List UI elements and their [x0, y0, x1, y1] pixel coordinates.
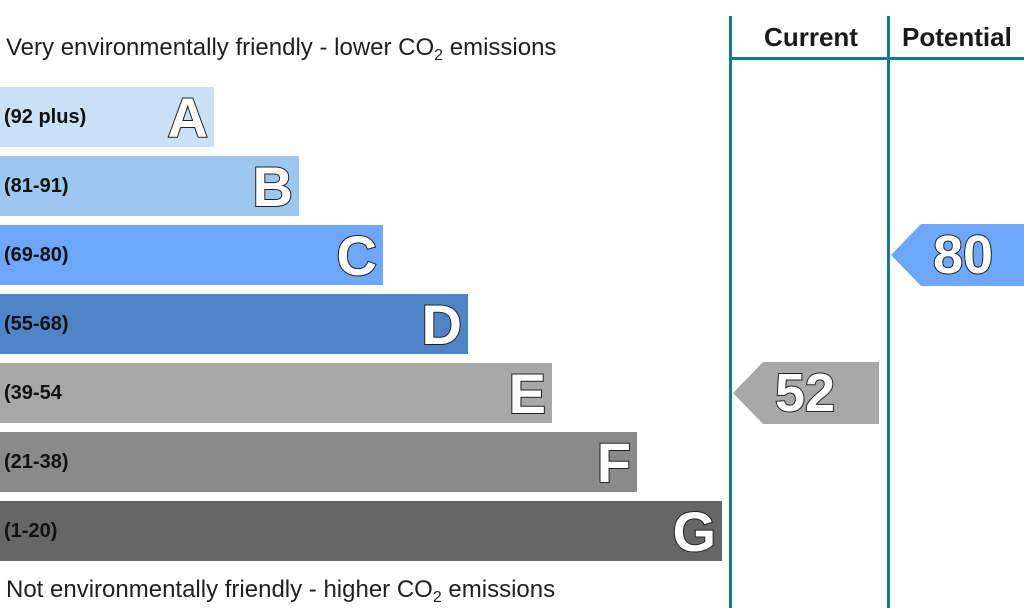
caption-top-text: Very environmentally friendly - lower CO — [6, 34, 435, 61]
caption-top-tail: emissions — [443, 34, 557, 61]
band-d: (55-68) D — [0, 293, 468, 357]
band-a-range: (92 plus) — [4, 106, 87, 128]
band-d-letter: D — [421, 293, 463, 357]
caption-bottom-subscript: 2 — [432, 589, 442, 606]
band-c: (69-80) C — [0, 224, 383, 288]
band-f-range: (21-38) — [4, 451, 69, 473]
caption-top: Very environmentally friendly - lower CO… — [6, 34, 557, 64]
potential-rating-arrow-fill — [891, 224, 1024, 286]
current-column-left-rule — [729, 16, 732, 608]
potential-rating-arrow: 80 — [891, 224, 1024, 286]
current-column-right-rule — [887, 16, 890, 608]
caption-bottom-tail: emissions — [441, 576, 556, 603]
band-b: (81-91) B — [0, 155, 299, 219]
current-rating-value: 52 — [774, 362, 836, 424]
band-f-letter: F — [596, 431, 632, 495]
caption-bottom: Not environmentally friendly - higher CO… — [6, 576, 556, 606]
current-rating-arrow: 52 — [733, 362, 879, 424]
band-d-range: (55-68) — [4, 313, 69, 335]
caption-bottom-text: Not environmentally friendly - higher CO — [6, 576, 433, 603]
band-g-range: (1-20) — [4, 520, 58, 542]
band-g-letter: G — [671, 500, 717, 564]
band-c-range: (69-80) — [4, 244, 69, 266]
potential-rating-arrow-shape — [891, 224, 1024, 286]
band-g: (1-20) G — [0, 500, 722, 564]
band-c-letter: C — [336, 224, 378, 288]
band-e-range: (39-54 — [4, 382, 62, 404]
current-rating-arrow-fill — [733, 362, 879, 424]
band-a-letter: A — [167, 86, 209, 150]
band-b-range: (81-91) — [4, 175, 69, 197]
band-b-letter: B — [252, 155, 294, 219]
band-a: (92 plus) A — [0, 86, 214, 150]
potential-rating-value: 80 — [932, 224, 994, 286]
current-column-header: Current — [764, 22, 858, 52]
band-e-letter: E — [508, 362, 547, 426]
band-f: (21-38) F — [0, 431, 637, 495]
column-header-rule — [731, 57, 1024, 60]
caption-top-subscript: 2 — [434, 47, 444, 64]
current-rating-arrow-shape — [733, 362, 879, 424]
band-e: (39-54 E — [0, 362, 552, 426]
potential-column-header: Potential — [902, 22, 1012, 52]
